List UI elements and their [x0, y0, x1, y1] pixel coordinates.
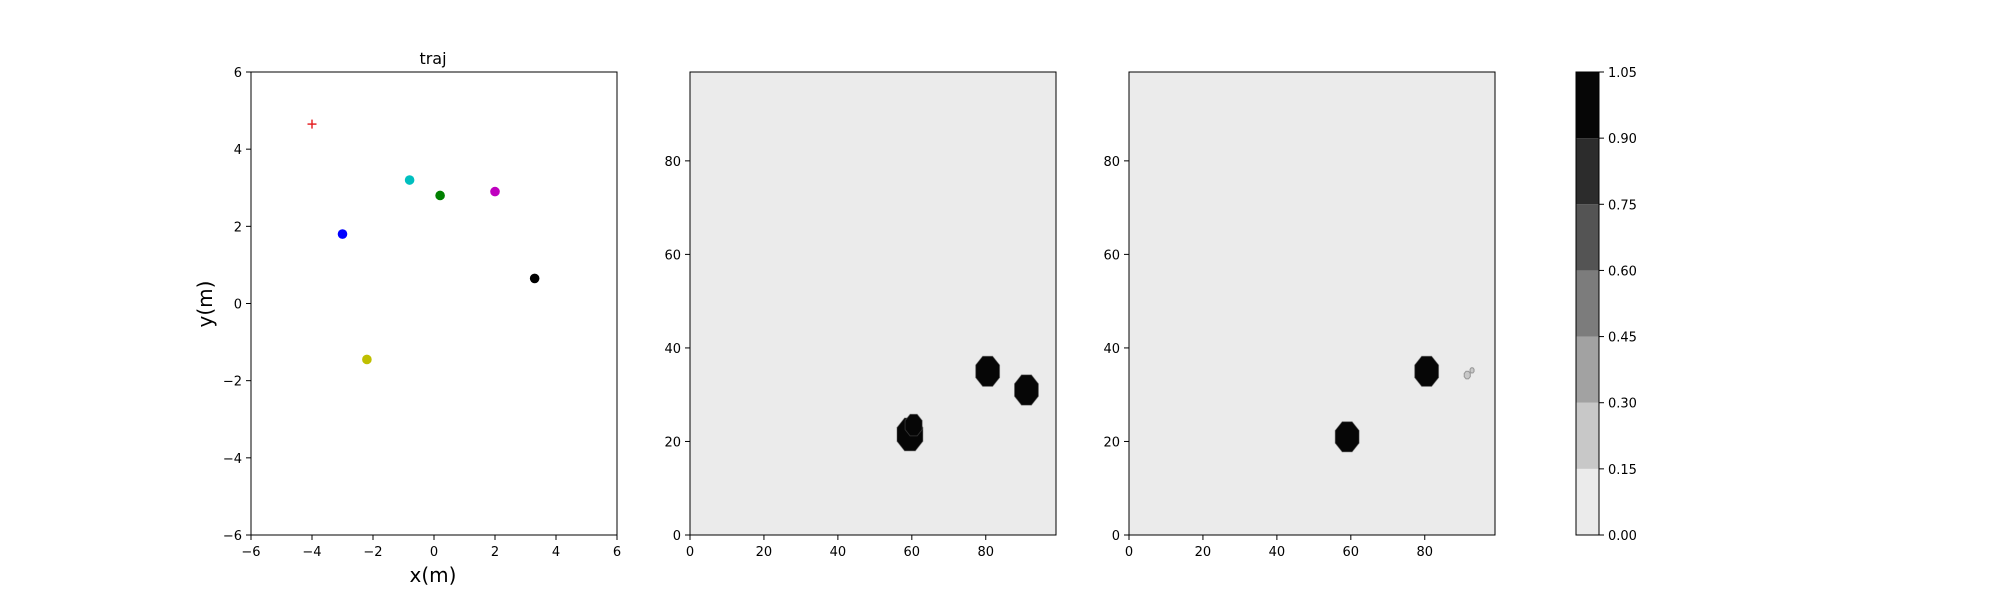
x-tick-label: 0 [1125, 545, 1133, 560]
map-2-frame [1128, 71, 1496, 536]
y-tick-label: 40 [1103, 342, 1120, 357]
colorbar-bands [1576, 72, 1599, 535]
obstacle-blob [1334, 421, 1360, 453]
x-tick-label: 20 [1195, 545, 1212, 560]
y-tick-label: −4 [223, 452, 242, 467]
traj-plot-area [250, 71, 618, 536]
point-black [529, 273, 540, 284]
x-tick-label: 40 [1269, 545, 1286, 560]
colorbar-frame [1575, 71, 1600, 536]
traj-ylabel: y(m) [193, 281, 217, 328]
y-tick-label: 0 [234, 298, 242, 313]
y-tick-label: −2 [223, 375, 242, 390]
traj-panel: traj −6 −4 −2 0 2 4 6 −6 −4 −2 0 2 4 6 x(m) y(m) [193, 49, 621, 587]
colorbar: 0.00 0.15 0.30 0.45 0.60 0.75 0.90 1.05 [1575, 66, 1637, 544]
map-1-background [690, 72, 1056, 535]
colorbar-tick-label: 0.30 [1608, 397, 1637, 412]
map-panel-1: 0 20 40 60 80 0 20 40 60 80 [664, 71, 1057, 560]
colorbar-tick-label: 0.60 [1608, 264, 1637, 279]
y-tick-label: 20 [1103, 435, 1120, 450]
colorbar-ticks: 0.00 0.15 0.30 0.45 0.60 0.75 0.90 1.05 [1599, 66, 1637, 544]
x-tick-label: 80 [977, 545, 994, 560]
x-tick-label: 0 [430, 545, 438, 560]
colorbar-band [1576, 138, 1599, 205]
traj-points [307, 119, 540, 365]
map-1-frame [689, 71, 1057, 536]
x-tick-label: −2 [363, 545, 382, 560]
obstacle-blob [904, 413, 923, 437]
colorbar-tick-label: 0.45 [1608, 331, 1637, 346]
x-tick-label: −6 [241, 545, 260, 560]
y-tick-label: −6 [223, 529, 242, 544]
y-tick-label: 2 [234, 220, 242, 235]
y-tick-label: 80 [664, 155, 681, 170]
y-tick-label: 60 [664, 248, 681, 263]
colorbar-band [1576, 72, 1599, 139]
y-tick-label: 0 [1112, 529, 1120, 544]
x-tick-label: 40 [830, 545, 847, 560]
map-panel-2: 0 20 40 60 80 0 20 40 60 80 [1103, 71, 1496, 560]
point-goal-marker [307, 119, 317, 129]
colorbar-band [1576, 468, 1599, 535]
colorbar-tick-label: 0.90 [1608, 132, 1637, 147]
traj-ticks: −6 −4 −2 0 2 4 6 −6 −4 −2 0 2 4 6 [223, 66, 621, 560]
colorbar-band [1576, 270, 1599, 337]
colorbar-tick-label: 1.05 [1608, 66, 1637, 81]
point-yellow [362, 354, 372, 365]
map-2-ticks: 0 20 40 60 80 0 20 40 60 80 [1103, 155, 1433, 560]
colorbar-band [1576, 204, 1599, 271]
map-2-background [1129, 72, 1495, 535]
obstacle-blob [1463, 370, 1471, 380]
traj-xlabel: x(m) [410, 563, 457, 587]
point-cyan [404, 175, 415, 185]
map-2-blobs [1334, 355, 1475, 453]
x-tick-label: −4 [302, 545, 321, 560]
y-tick-label: 60 [1103, 248, 1120, 263]
y-tick-label: 6 [234, 66, 242, 81]
x-tick-label: 80 [1416, 545, 1433, 560]
x-tick-label: 2 [491, 545, 499, 560]
obstacle-blob [1414, 355, 1440, 387]
y-tick-label: 40 [664, 342, 681, 357]
traj-title: traj [419, 49, 446, 68]
y-tick-label: 0 [673, 529, 681, 544]
colorbar-band [1576, 402, 1599, 469]
map-1-ticks: 0 20 40 60 80 0 20 40 60 80 [664, 155, 994, 560]
x-tick-label: 60 [1343, 545, 1360, 560]
point-blue [337, 229, 348, 239]
point-magenta [490, 186, 500, 197]
x-tick-label: 0 [686, 545, 694, 560]
x-tick-label: 4 [552, 545, 560, 560]
x-tick-label: 6 [613, 545, 621, 560]
point-green [435, 190, 445, 201]
colorbar-tick-label: 0.15 [1608, 463, 1637, 478]
y-tick-label: 20 [664, 435, 681, 450]
obstacle-blob [1469, 367, 1475, 374]
y-tick-label: 4 [234, 143, 242, 158]
colorbar-band [1576, 336, 1599, 403]
map-1-blobs [896, 355, 1039, 452]
colorbar-tick-label: 0.75 [1608, 198, 1637, 213]
x-tick-label: 60 [904, 545, 921, 560]
y-tick-label: 80 [1103, 155, 1120, 170]
x-tick-label: 20 [756, 545, 773, 560]
obstacle-blob [1014, 374, 1039, 406]
obstacle-blob [975, 355, 1001, 387]
colorbar-tick-label: 0.00 [1608, 529, 1637, 544]
